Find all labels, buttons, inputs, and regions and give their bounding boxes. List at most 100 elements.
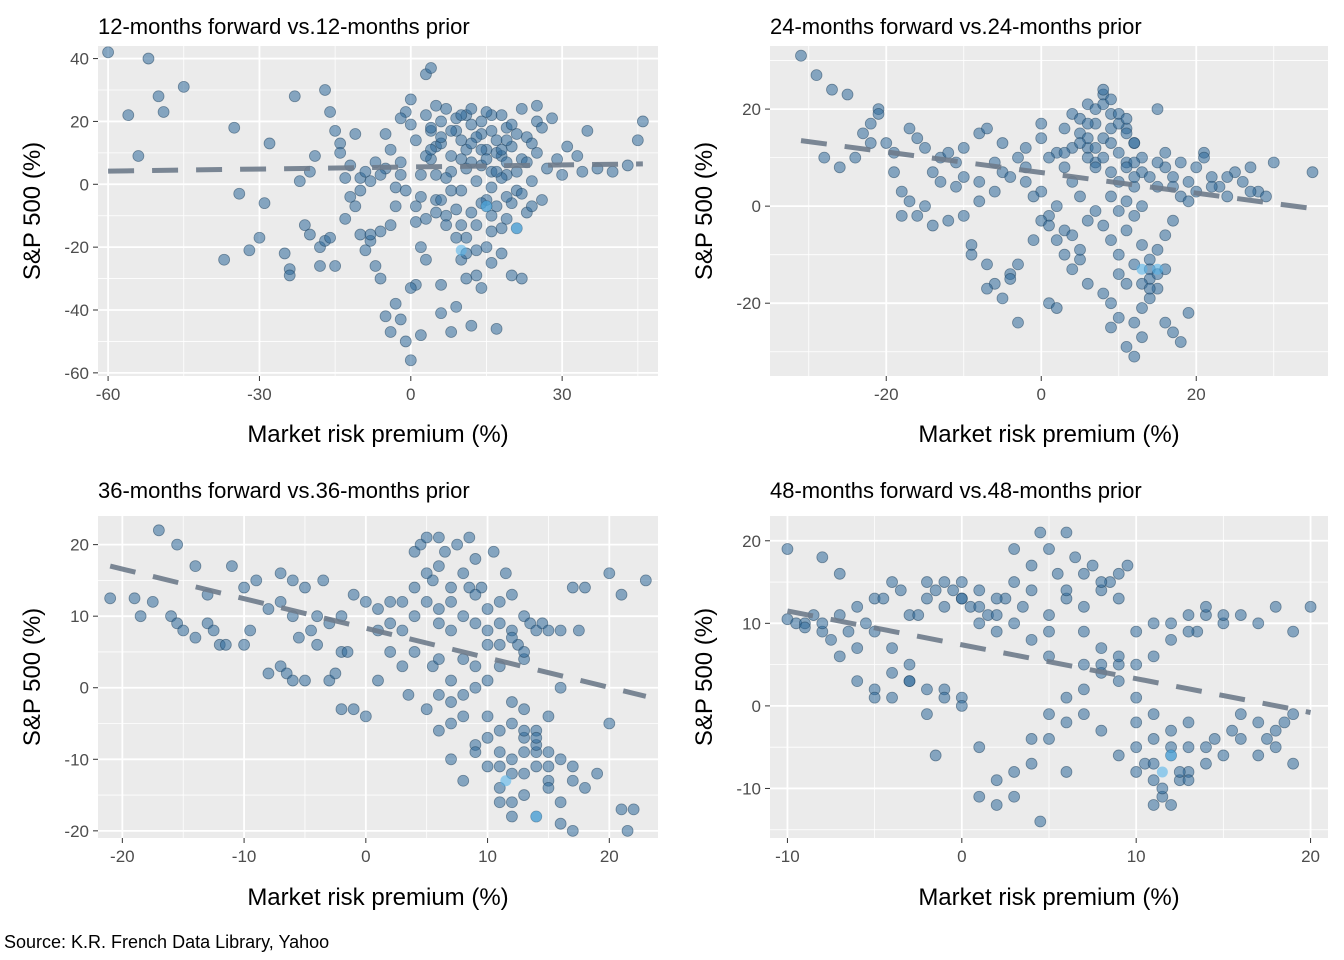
data-point [1130,691,1143,704]
data-point [314,260,326,272]
data-point [510,128,523,140]
data-point [566,760,579,773]
data-point [402,688,415,701]
data-point [506,717,518,730]
data-point [506,588,518,601]
data-point [445,595,457,608]
data-point [495,143,508,156]
data-point [842,625,855,638]
data-point [1128,316,1141,329]
data-point [1182,716,1195,729]
data-point [1130,741,1143,754]
data-point [1130,716,1143,729]
data-point [1130,625,1143,638]
data-point [536,121,548,134]
data-point [432,653,445,666]
data-point [384,143,397,156]
data-point [481,674,494,687]
data-point [1147,757,1160,770]
x-axis-label: Market risk premium (%) [918,421,1179,448]
data-point [238,638,250,651]
data-point [485,256,498,269]
data-point [1058,122,1071,135]
data-point [1190,161,1203,174]
x-tick-label: -60 [96,385,121,404]
data-point [1128,350,1141,363]
data-point [445,624,457,637]
data-point [886,691,898,704]
data-point [1112,749,1125,762]
data-point [506,753,518,766]
y-tick-label: -10 [736,779,761,798]
data-point [1306,166,1319,179]
data-point [408,646,421,658]
data-point [996,137,1009,149]
data-point [1182,307,1195,319]
data-point [432,531,445,544]
x-tick-label: 0 [1037,385,1046,404]
data-point [506,631,518,644]
data-point [420,109,432,122]
data-point [457,774,470,787]
data-point [1267,156,1280,169]
data-point [903,195,916,208]
data-point [451,538,464,551]
data-point [404,118,417,131]
x-tick-label: -20 [874,385,899,404]
data-point [1089,142,1102,154]
panel-36-months: -20 -10 0 10 20 -20 -10 0 10 20 36-months forward … [19,478,658,911]
data-point [469,660,482,673]
data-point [996,292,1009,305]
data-point [470,244,483,257]
data-point [420,595,433,608]
panel-title: 36-months forward vs.36-months prior [98,478,470,503]
data-point [440,219,453,232]
data-point [495,109,508,122]
data-point [218,253,231,266]
data-point [851,675,864,688]
y-axis-label: S&P 500 (%) [691,608,718,746]
data-point [475,115,488,128]
data-point [404,282,417,294]
data-point [554,681,567,694]
data-point [278,247,291,260]
data-point [487,545,500,558]
data-point [470,269,483,282]
data-point [864,117,877,130]
data-point [445,696,457,708]
data-point [128,592,141,605]
data-point [329,260,342,272]
data-point [1086,559,1099,572]
y-tick-label: 10 [742,614,761,633]
data-point [420,531,433,544]
data-point [1077,625,1090,638]
data-point [1147,708,1160,721]
data-point [934,175,947,188]
data-point [399,184,412,197]
data-point [1269,741,1282,754]
data-point [309,150,321,162]
data-point [1097,287,1110,300]
data-point [542,710,555,723]
data-point [420,253,432,266]
data-point [518,746,530,759]
data-point [816,551,829,564]
data-point [1112,650,1125,663]
data-point [1147,774,1160,787]
data-point [825,633,837,646]
data-point [636,115,649,128]
data-point [1008,543,1021,555]
data-point [298,219,311,232]
data-point [1136,200,1148,213]
data-point [435,131,447,144]
data-point [1236,175,1249,188]
y-axis-label: S&P 500 (%) [19,608,46,746]
data-point [566,774,579,787]
data-point [490,165,503,178]
data-point [1156,782,1169,795]
data-point [457,610,470,623]
data-point [888,166,900,179]
data-point [374,168,387,181]
x-tick-label: 20 [1301,847,1320,866]
data-point [354,228,367,241]
